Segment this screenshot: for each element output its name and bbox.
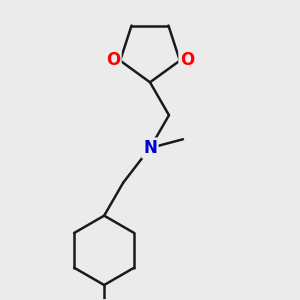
Text: O: O [180, 51, 194, 69]
Text: O: O [106, 51, 120, 69]
Text: N: N [143, 139, 157, 157]
